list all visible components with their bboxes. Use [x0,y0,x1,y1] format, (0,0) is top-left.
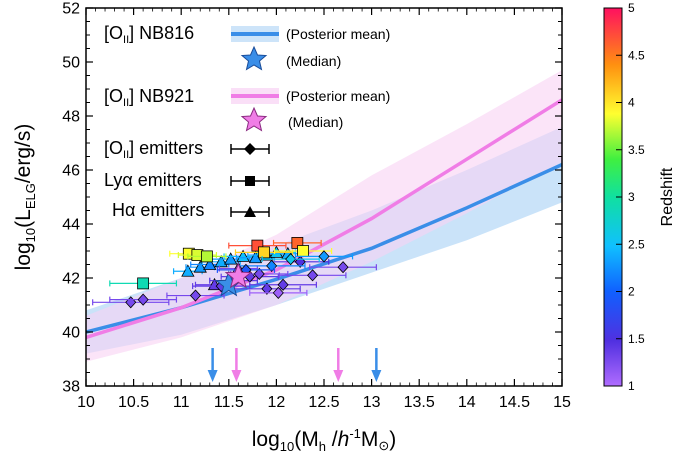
x-tick-label: 11 [173,394,190,411]
y-tick-label: 40 [62,325,80,342]
oii-emitter-point [189,289,202,302]
colorbar-tick-label: 4.5 [628,48,645,62]
oii-emitter-point [285,253,297,266]
y-axis-title: log10(LELG/erg/s) [12,124,38,271]
oii-emitter-point [272,286,284,299]
x-tick-label: 12.5 [308,394,339,411]
y-tick-label: 46 [62,163,80,180]
oii-emitter-point [137,293,149,306]
legend-nb921-median: (Median) [288,114,343,130]
colorbar-tick-label: 5 [628,1,635,15]
x-tick-label: 15 [553,394,571,411]
y-tick-label: 38 [62,379,80,396]
axis-ticks: 10 10.5 11 11.5 12 12.5 13 13.5 14 14.5 15 38 40 42 44… [62,1,571,412]
legend-nb921-label: [OII] NB921 [104,86,194,109]
oii-emitter-point [261,282,273,295]
colorbar: 1 1.5 2 2.5 3 3.5 4 4.5 5 Redshift [603,1,676,393]
x-tick-label: 14 [458,394,476,411]
x-tick-label: 11.5 [214,394,244,411]
posterior-band-nb921 [86,70,562,362]
oii-emitter-point [337,261,349,274]
legend-lya-emitters: Lyα emitters [104,170,202,190]
x-tick-label: 14.5 [499,394,530,411]
ha-emitter-point [224,252,238,265]
colorbar-tick-label: 1 [628,379,635,393]
y-tick-label: 50 [62,55,80,72]
oii-emitter-point [318,250,330,263]
x-tick-label: 13 [363,394,381,411]
colorbar-tick-label: 2 [628,285,635,299]
mass-arrow-head [231,370,242,382]
legend-oii-diamond [244,143,256,155]
ha-emitter-point [236,249,250,262]
colorbar-tick-label: 2.5 [628,237,645,251]
ha-emitter-point [214,254,228,268]
colorbar-title: Redshift [659,167,676,226]
y-tick-label: 44 [62,217,80,234]
colorbar-tick-label: 3.5 [628,143,645,157]
x-tick-label: 10 [77,394,95,411]
mass-arrow-head [371,370,382,382]
lya-emitter-point [297,245,309,257]
median-star-nb921 [224,262,253,289]
legend-ha-triangle [244,206,256,217]
plot-area [86,70,562,362]
lya-emitter-point [258,246,270,259]
oii-emitter-point [277,278,289,291]
y-tick-label: 48 [62,109,80,126]
colorbar-tick-label: 1.5 [628,332,645,346]
mass-arrow-head [333,370,344,382]
y-tick-label: 42 [62,271,80,288]
legend-oii-emitters: [OII] emitters [104,138,203,161]
legend-nb921-star [240,106,268,132]
ha-emitter-point [181,264,195,277]
ha-emitter-point [203,257,217,270]
mass-arrow-head [207,370,218,382]
colorbar-ticks: 1 1.5 2 2.5 3 3.5 4 4.5 5 [616,1,645,393]
legend: [OII] NB816 (Posterior mean) (Median) [O… [104,23,390,220]
lya-emitter-point [251,239,264,252]
x-tick-label: 13.5 [404,394,435,411]
colorbar-tick-label: 4 [628,96,635,110]
x-tick-label: 12 [268,394,286,411]
legend-ha-emitters: Hα emitters [112,200,204,220]
lya-emitter-point [137,277,150,290]
posterior-mean-line-nb921 [86,98,562,340]
legend-nb816-posterior: (Posterior mean) [286,26,390,42]
legend-nb816-label: [OII] NB816 [104,23,194,46]
x-tick-label: 10.5 [118,394,149,411]
legend-nb816-star [240,45,268,71]
marker-layer [92,236,382,382]
y-tick-label: 52 [62,1,80,18]
oii-emitter-point [307,269,319,282]
legend-nb816-median: (Median) [286,53,341,69]
ha-emitter-point [193,260,207,273]
x-axis-title: log10(Mh /h-1M⊙) [252,426,397,454]
lya-emitter-point [201,250,213,263]
oii-emitter-point [253,267,265,281]
legend-nb921-posterior: (Posterior mean) [286,88,390,104]
colorbar-tick-label: 3 [628,190,635,204]
legend-lya-square [245,176,255,186]
